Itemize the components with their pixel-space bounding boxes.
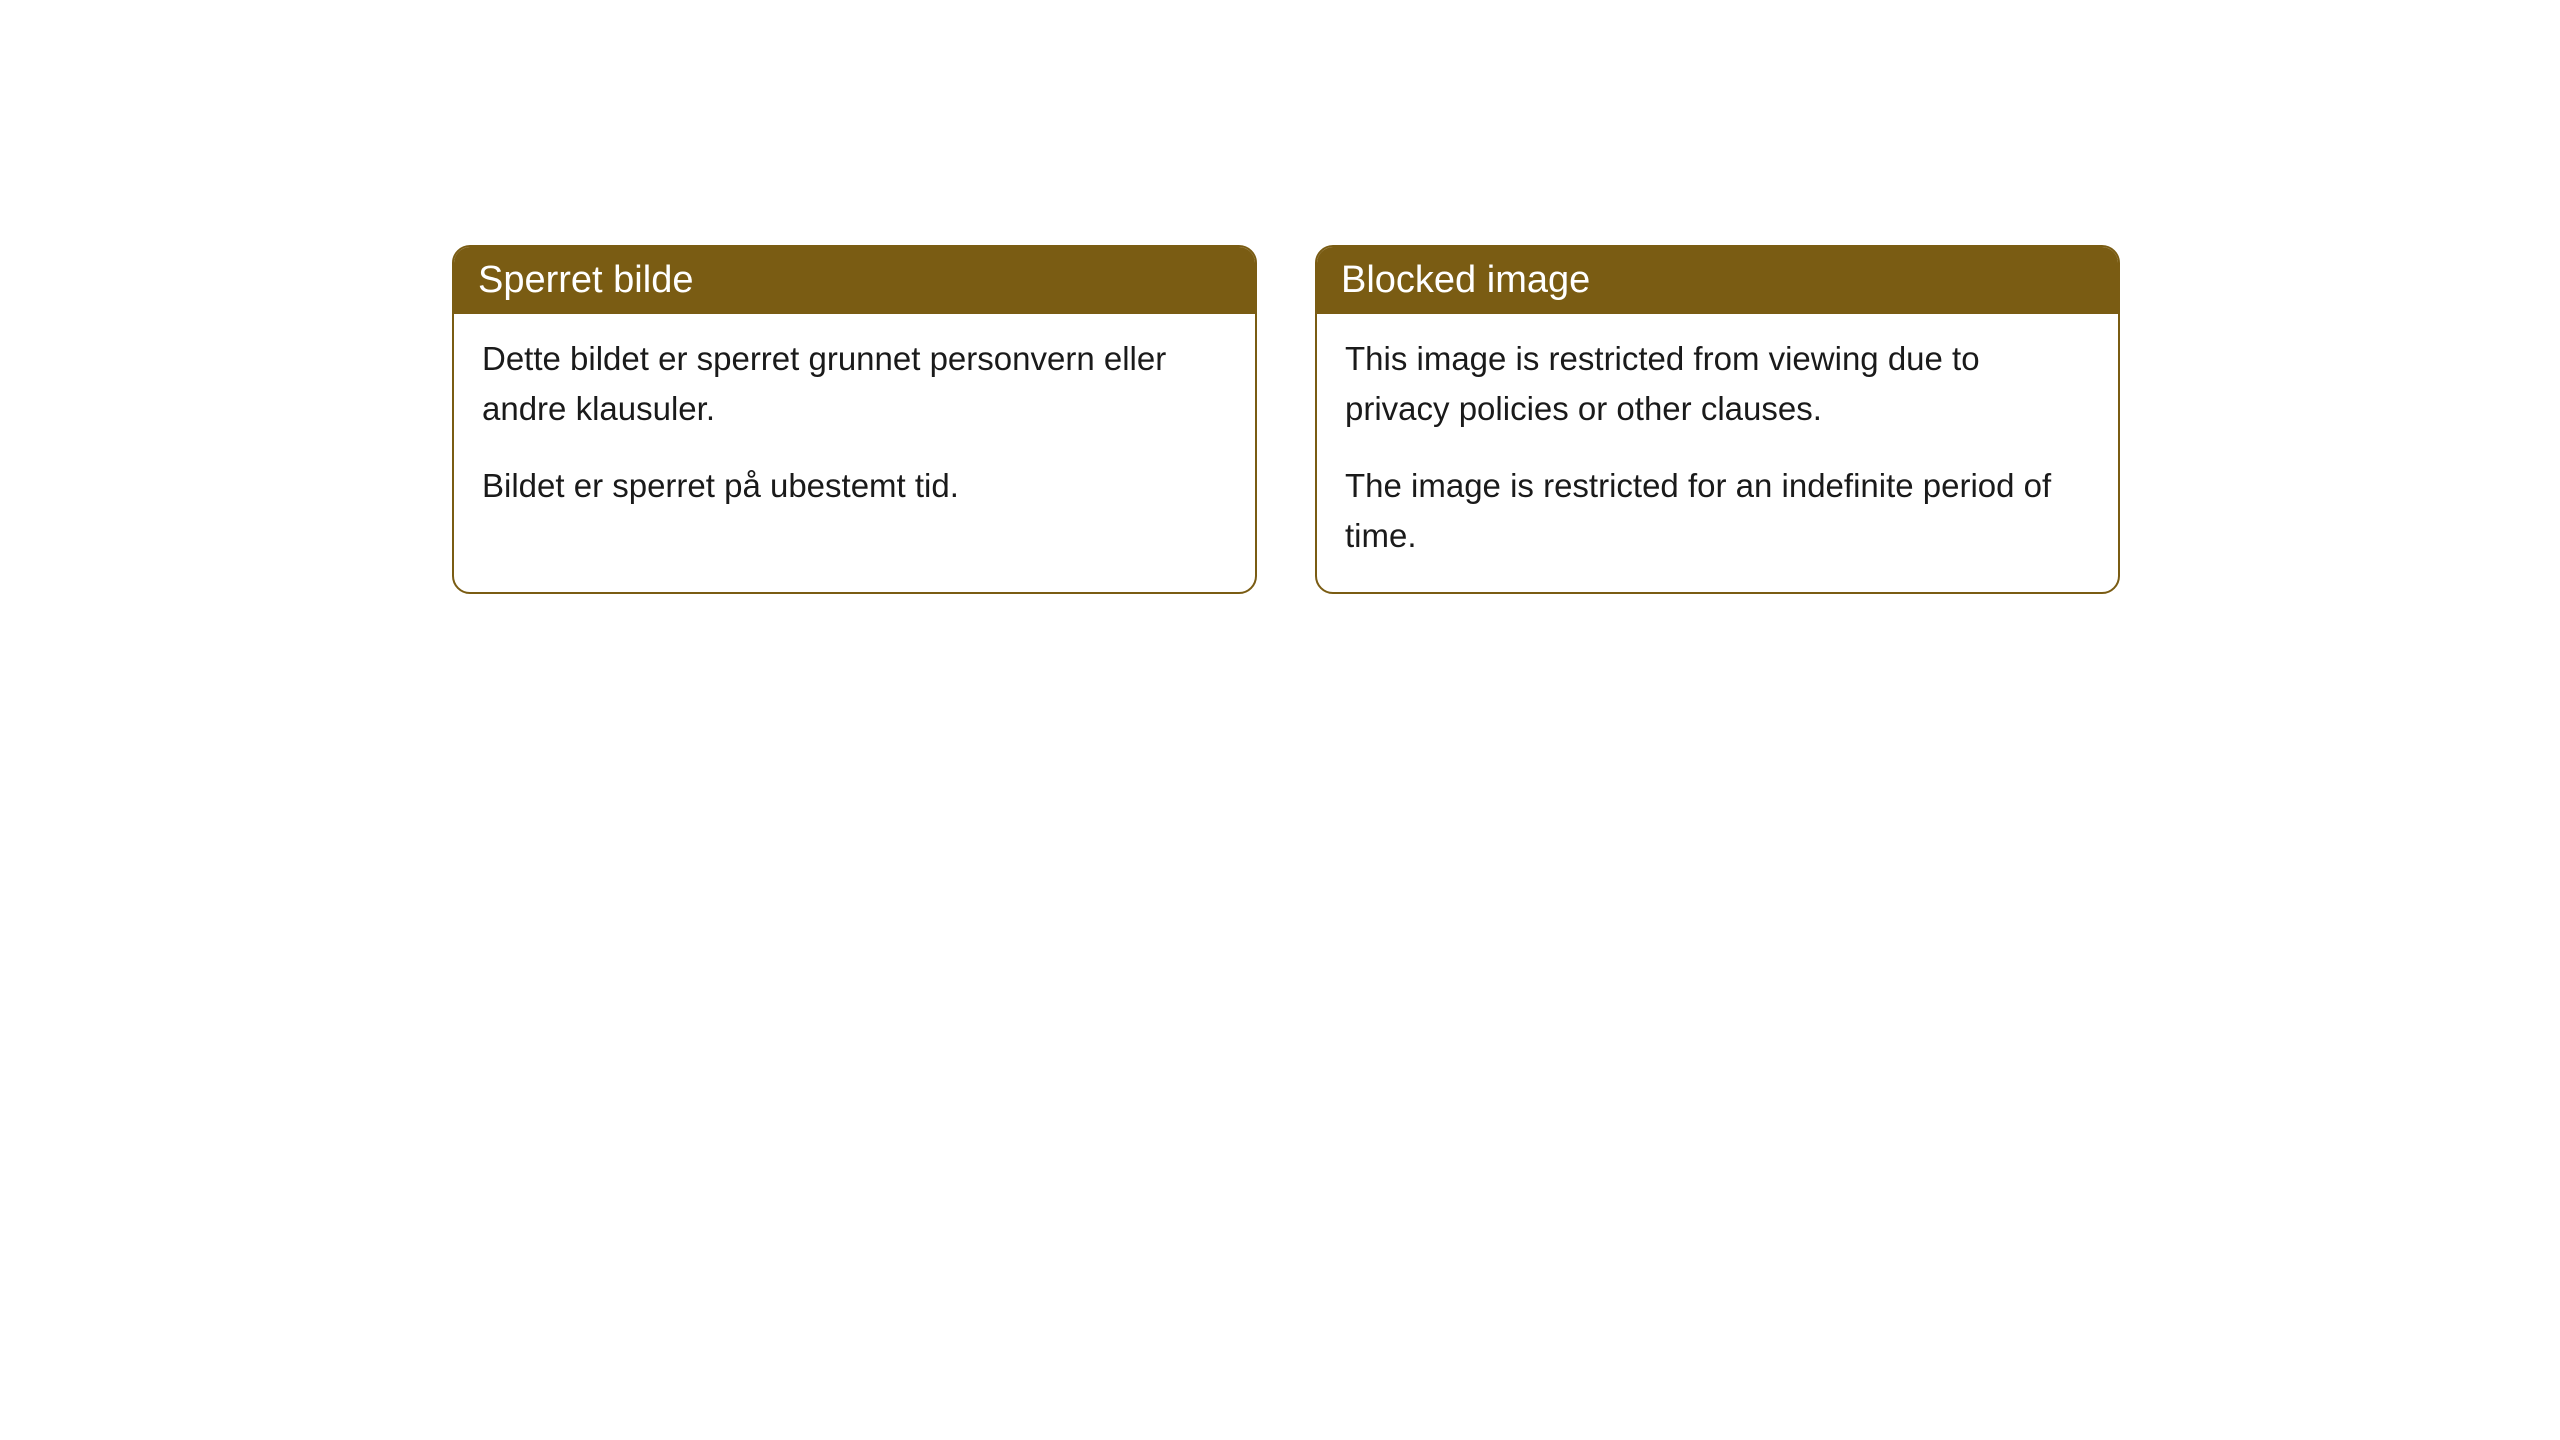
notice-cards-container: Sperret bilde Dette bildet er sperret gr… [452, 245, 2560, 594]
card-body-no: Dette bildet er sperret grunnet personve… [454, 314, 1255, 543]
card-body-en: This image is restricted from viewing du… [1317, 314, 2118, 592]
card-paragraph-1-en: This image is restricted from viewing du… [1345, 334, 2090, 433]
card-paragraph-2-en: The image is restricted for an indefinit… [1345, 461, 2090, 560]
card-paragraph-2-no: Bildet er sperret på ubestemt tid. [482, 461, 1227, 511]
blocked-image-card-no: Sperret bilde Dette bildet er sperret gr… [452, 245, 1257, 594]
card-title-no: Sperret bilde [454, 247, 1255, 314]
card-title-en: Blocked image [1317, 247, 2118, 314]
card-paragraph-1-no: Dette bildet er sperret grunnet personve… [482, 334, 1227, 433]
blocked-image-card-en: Blocked image This image is restricted f… [1315, 245, 2120, 594]
